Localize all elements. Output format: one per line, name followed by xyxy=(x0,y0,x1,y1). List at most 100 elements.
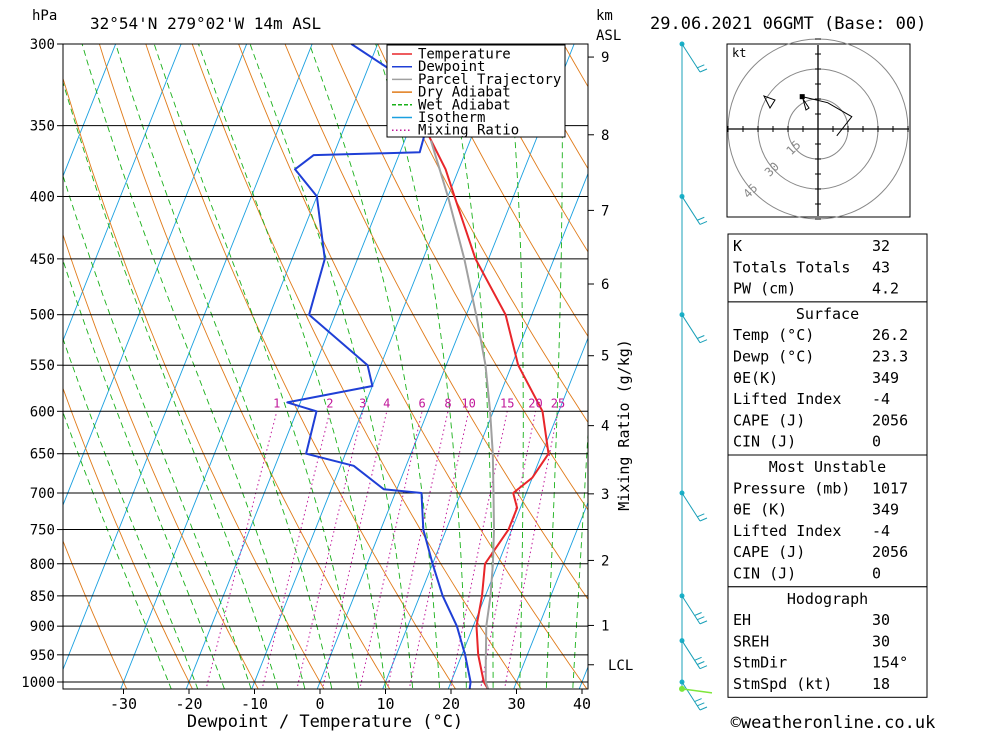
temperature-tick-label: 40 xyxy=(573,695,591,713)
surface-table xyxy=(727,301,928,456)
table-row-value: -4 xyxy=(872,390,890,408)
mixing-ratio-line xyxy=(359,411,423,689)
km-tick-label: 8 xyxy=(601,128,609,144)
mixing-ratio-tick-label: 25 xyxy=(551,396,565,410)
mixing-ratio-tick-label: 1 xyxy=(273,396,280,410)
wet-adiabat-line xyxy=(63,174,252,689)
pressure-tick-label: 450 xyxy=(30,252,55,268)
km-tick-label: 2 xyxy=(601,553,609,569)
dry-adiabat-line xyxy=(953,7,1000,708)
wet-adiabat-line xyxy=(63,411,172,689)
wet-adiabat-line xyxy=(443,44,494,689)
hodograph-arrowhead xyxy=(762,95,776,110)
wind-barb xyxy=(681,43,708,73)
pressure-tick-label: 300 xyxy=(30,37,55,53)
wind-barb xyxy=(681,492,708,522)
mixing-ratio-line xyxy=(504,411,559,689)
km-axis: 1 2 3 4 5 6 7 8 9 LCL xyxy=(588,50,633,674)
temperature-tick-label: -30 xyxy=(110,695,137,713)
wind-barb xyxy=(681,640,708,670)
table-row-label: StmSpd (kt) xyxy=(733,675,832,693)
indices-table xyxy=(727,233,928,303)
surface-title: Surface xyxy=(796,305,859,323)
datetime-title: 29.06.2021 06GMT (Base: 00) xyxy=(650,14,926,34)
temperature-tick-label: 20 xyxy=(442,695,460,713)
table-row-value: 349 xyxy=(872,369,899,387)
table-row-label: θE(K) xyxy=(733,369,778,387)
table-row-label: CIN (J) xyxy=(733,433,796,451)
table-row-label: K xyxy=(733,237,742,255)
dry-adiabat-line xyxy=(63,539,128,689)
legend-label: Temperature xyxy=(418,47,511,63)
mixing-ratio-line xyxy=(261,411,331,689)
mixing-ratio-line xyxy=(449,411,508,689)
pressure-tick-label: 700 xyxy=(30,486,55,502)
table-row-label: CIN (J) xyxy=(733,565,796,583)
pressure-tick-label: 550 xyxy=(30,358,55,374)
wet-adiabat-line xyxy=(375,44,467,689)
km-label: km xyxy=(596,8,613,24)
dry-adiabat-line xyxy=(377,44,588,424)
legend-label: Parcel Trajectory xyxy=(418,72,561,88)
dry-adiabat-line xyxy=(331,44,588,511)
location-title: 32°54'N 279°02'W 14m ASL xyxy=(90,14,321,33)
wet-adiabat-line xyxy=(545,44,563,689)
table-row-label: CAPE (J) xyxy=(733,543,805,561)
pressure-tick-label: 600 xyxy=(30,404,55,420)
table-row-value: 2056 xyxy=(872,543,908,561)
dry-adiabat-line xyxy=(238,44,588,689)
isotherm-line xyxy=(382,172,588,689)
mixing-ratio-line xyxy=(386,411,449,689)
most-unstable-title: Most Unstable xyxy=(769,458,886,476)
hodograph-table-title: Hodograph xyxy=(787,590,868,608)
index-tables: K 32 Totals Totals 43 PW (cm) 4.2 Surface Temp … xyxy=(727,233,928,698)
table-row-value: 0 xyxy=(872,565,881,583)
mixing-ratio-line xyxy=(408,411,470,689)
wet-adiabat-line xyxy=(249,44,414,689)
km-tick-label: 3 xyxy=(601,487,609,503)
mixing-ratio-tick-label: 20 xyxy=(528,396,542,410)
dry-adiabat-line xyxy=(423,44,588,338)
table-row-value: 4.2 xyxy=(872,280,899,298)
dry-adiabat-line xyxy=(145,44,457,689)
table-row-value: 1017 xyxy=(872,479,908,497)
table-row-label: CAPE (J) xyxy=(733,411,805,429)
dewpoint-series-line xyxy=(286,44,472,689)
temperature-tick-label: -20 xyxy=(175,695,202,713)
mixing-ratio-tick-label: 4 xyxy=(383,396,390,410)
wet-adiabat-line xyxy=(63,80,279,689)
isotherm-line xyxy=(63,44,117,178)
copyright-text: ©weatheronline.co.uk xyxy=(731,713,936,733)
wet-adiabat-line xyxy=(115,44,333,689)
temperature-axis: -30 -20 -10 0 10 20 30 40 xyxy=(110,689,591,713)
isotherm-line xyxy=(63,44,313,671)
isotherm-line xyxy=(513,501,588,689)
mixing-ratio-tick-label: 3 xyxy=(359,396,366,410)
legend-label: Mixing Ratio xyxy=(418,123,519,139)
wet-adiabat-line xyxy=(63,337,199,689)
wet-adiabat-line xyxy=(153,44,360,689)
table-row-label: PW (cm) xyxy=(733,280,796,298)
mixing-ratio-line xyxy=(205,411,278,689)
table-row-value: 30 xyxy=(872,611,890,629)
km-tick-label: 4 xyxy=(601,419,609,435)
pressure-tick-label: 500 xyxy=(30,308,55,324)
wind-barb xyxy=(681,314,708,344)
parcel-trajectory-series-line xyxy=(429,140,495,689)
km-tick-label: 5 xyxy=(601,349,609,365)
wet-adiabat-line xyxy=(63,259,225,689)
hodograph-arrowhead xyxy=(802,98,810,111)
pressure-tick-label: 350 xyxy=(30,119,55,135)
mixing-ratio-line xyxy=(480,411,536,689)
table-row-value: 0 xyxy=(872,433,881,451)
legend-label: Wet Adiabat xyxy=(418,97,511,113)
table-row-label: Dewp (°C) xyxy=(733,348,814,366)
table-row-label: θE (K) xyxy=(733,501,787,519)
legend-label: Isotherm xyxy=(418,110,485,126)
temperature-tick-label: 0 xyxy=(315,695,324,713)
pressure-tick-label: 650 xyxy=(30,447,55,463)
isotherm-line xyxy=(63,44,248,507)
dry-adiabat-line xyxy=(191,44,522,689)
table-row-label: SREH xyxy=(733,632,769,650)
